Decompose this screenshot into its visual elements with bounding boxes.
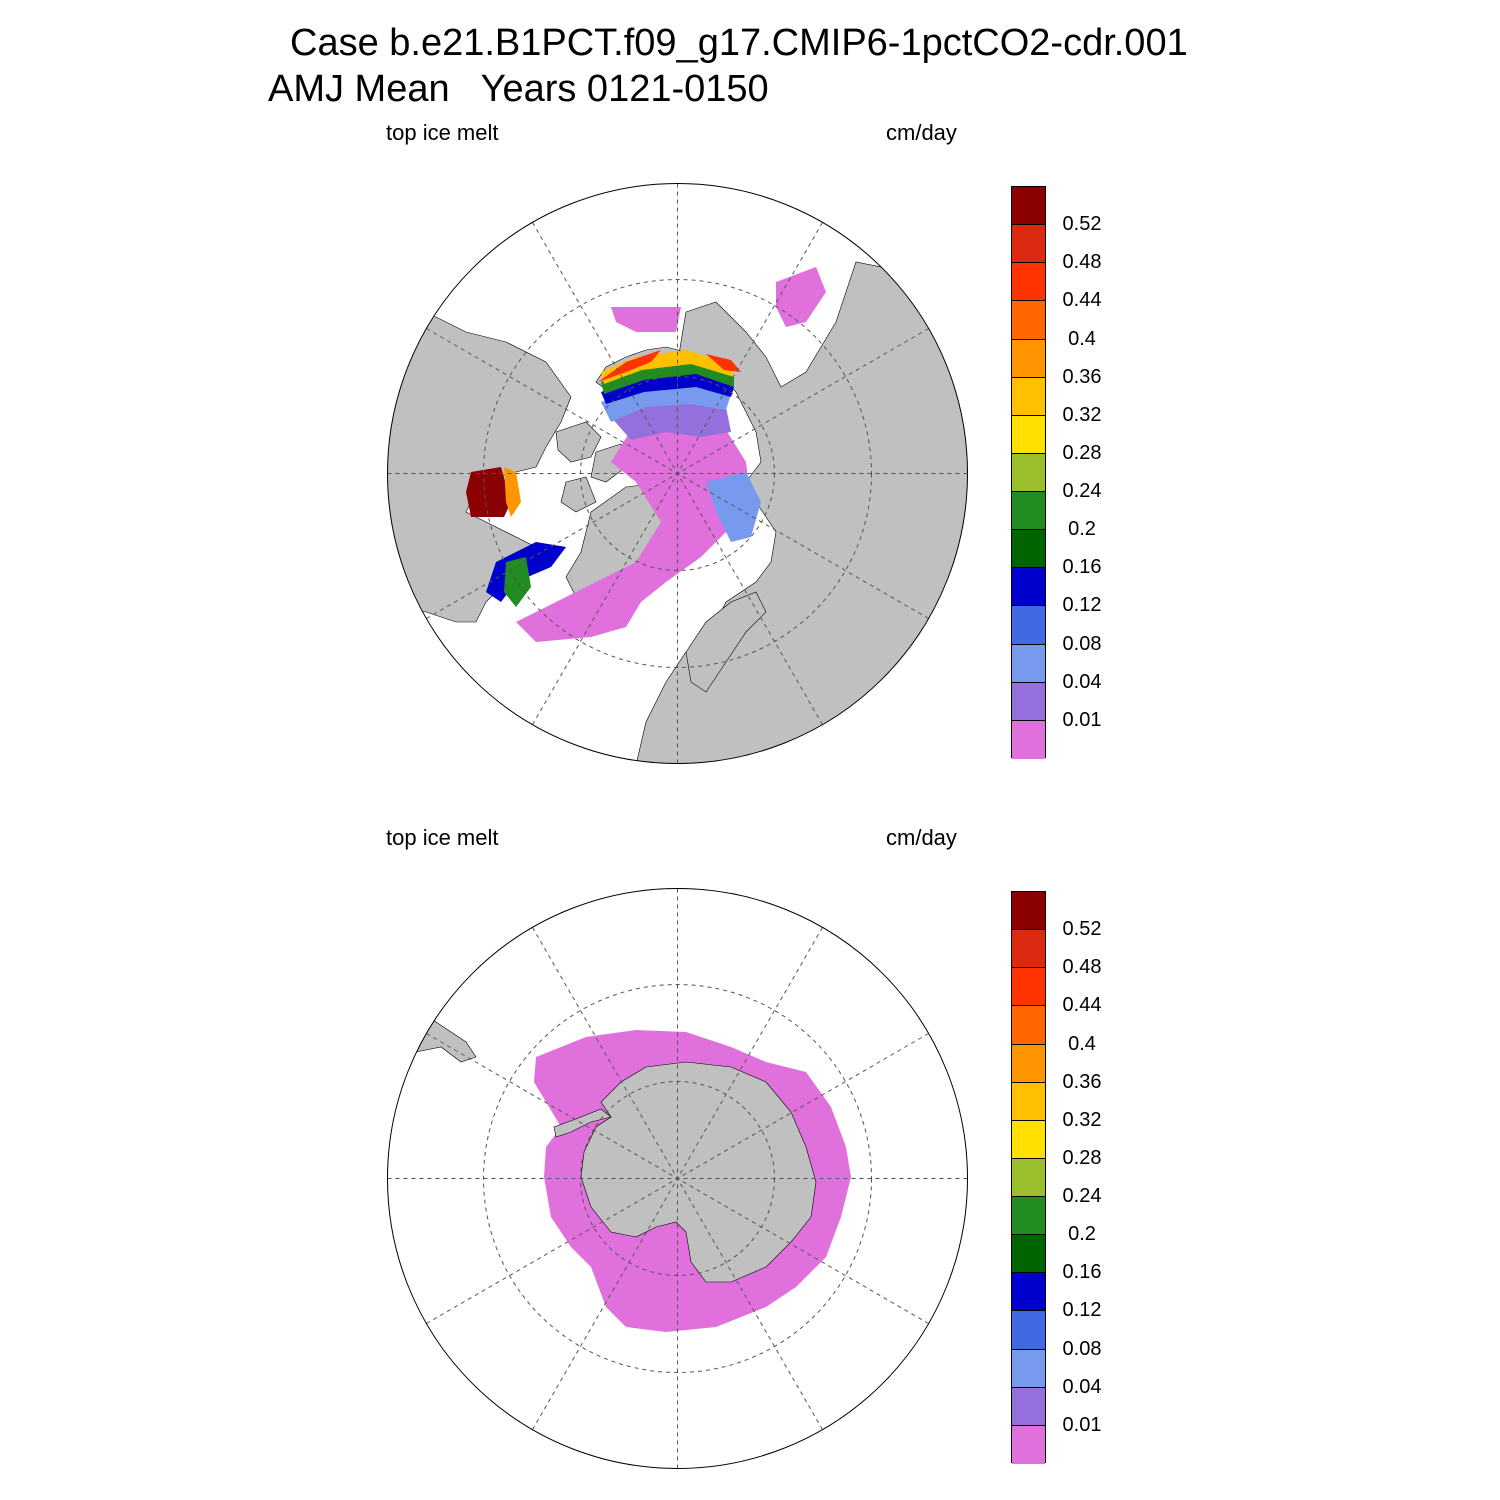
- melt-lightblue: [601, 382, 761, 542]
- north-colorbar: [1011, 186, 1046, 759]
- antarctic-peninsula-land: [553, 1108, 612, 1138]
- north-colorbar-tick-label: 0.36: [1062, 365, 1102, 388]
- north-colorbar-swatch: [1012, 568, 1045, 607]
- south-colorbar-swatch: [1012, 1311, 1045, 1350]
- south-colorbar-swatch: [1012, 1120, 1045, 1159]
- north-colorbar-tick-label: 0.2: [1068, 518, 1096, 541]
- south-colorbar-swatch: [1012, 1082, 1045, 1121]
- north-colorbar-swatch: [1012, 644, 1045, 683]
- north-colorbar-tick-label: 0.48: [1062, 251, 1102, 274]
- figure-title-line1: Case b.e21.B1PCT.f09_g17.CMIP6-1pctCO2-c…: [290, 22, 1188, 64]
- north-colorbar-tick-label: 0.32: [1062, 403, 1102, 426]
- south-colorbar-swatch: [1012, 968, 1045, 1007]
- archipelago-land: [555, 421, 627, 513]
- north-colorbar-swatch: [1012, 301, 1045, 340]
- south-colorbar-swatch: [1012, 892, 1045, 931]
- south-variable-label: top ice melt: [386, 825, 499, 850]
- melt-hudson-orange: [504, 467, 521, 517]
- south-map-border: [387, 888, 968, 1469]
- north-colorbar-tick-label: 0.01: [1062, 708, 1102, 731]
- north-colorbar-tick-label: 0.04: [1062, 670, 1102, 693]
- melt-green: [504, 362, 734, 607]
- south-colorbar-tick-label: 0.52: [1062, 918, 1102, 941]
- figure-title-line2: AMJ Mean Years 0121-0150: [268, 68, 769, 110]
- south-colorbar-swatch: [1012, 1349, 1045, 1388]
- south-polar-map: [386, 887, 969, 1470]
- south-colorbar-tick-label: 0.28: [1062, 1146, 1102, 1169]
- south-units-label: cm/day: [886, 825, 957, 850]
- south-colorbar-tick-label: 0.16: [1062, 1261, 1102, 1284]
- north-colorbar-tick-label: 0.4: [1068, 327, 1096, 350]
- south-colorbar-tick-label: 0.32: [1062, 1108, 1102, 1131]
- north-colorbar-swatch: [1012, 187, 1045, 226]
- south-colorbar-tick-label: 0.2: [1068, 1223, 1096, 1246]
- north-units-label: cm/day: [886, 120, 957, 145]
- south-colorbar-tick-label: 0.08: [1062, 1337, 1102, 1360]
- north-colorbar-swatch: [1012, 606, 1045, 645]
- south-colorbar: [1011, 891, 1046, 1464]
- north-colorbar-tick-label: 0.28: [1062, 441, 1102, 464]
- melt-blue: [486, 372, 734, 602]
- south-colorbar-tick-label: 0.04: [1062, 1375, 1102, 1398]
- north-colorbar-tick-label: 0.16: [1062, 556, 1102, 579]
- north-map-border: [387, 183, 968, 764]
- north-colorbar-swatch: [1012, 339, 1045, 378]
- south-colorbar-swatch: [1012, 1425, 1045, 1464]
- south-colorbar-tick-label: 0.48: [1062, 956, 1102, 979]
- north-colorbar-swatch: [1012, 377, 1045, 416]
- south-colorbar-tick-label: 0.01: [1062, 1413, 1102, 1436]
- melt-pink-central: [516, 410, 751, 642]
- south-colorbar-swatch: [1012, 1197, 1045, 1236]
- north-colorbar-swatch: [1012, 492, 1045, 531]
- north-colorbar-tick-label: 0.44: [1062, 289, 1102, 312]
- north-colorbar-tick-label: 0.24: [1062, 480, 1102, 503]
- north-colorbar-swatch: [1012, 263, 1045, 302]
- north-america-land: [387, 301, 572, 623]
- north-colorbar-swatch: [1012, 453, 1045, 492]
- melt-hudson-darkred: [466, 467, 511, 517]
- south-colorbar-swatch: [1012, 1044, 1045, 1083]
- south-colorbar-swatch: [1012, 1273, 1045, 1312]
- north-colorbar-swatch: [1012, 530, 1045, 569]
- south-colorbar-swatch: [1012, 1387, 1045, 1426]
- south-colorbar-tick-label: 0.24: [1062, 1185, 1102, 1208]
- south-colorbar-swatch: [1012, 930, 1045, 969]
- south-colorbar-swatch: [1012, 1158, 1045, 1197]
- south-colorbar-swatch: [1012, 1235, 1045, 1274]
- north-colorbar-tick-label: 0.12: [1062, 594, 1102, 617]
- south-colorbar-tick-label: 0.36: [1062, 1070, 1102, 1093]
- north-colorbar-swatch: [1012, 415, 1045, 454]
- south-graticule: [387, 888, 968, 1469]
- north-colorbar-tick-label: 0.08: [1062, 632, 1102, 655]
- melt-yellow-orange: [601, 350, 734, 384]
- eurasia-land: [595, 261, 968, 764]
- north-colorbar-swatch: [1012, 225, 1045, 264]
- south-colorbar-tick-label: 0.44: [1062, 994, 1102, 1017]
- north-colorbar-swatch: [1012, 682, 1045, 721]
- north-polar-map: [386, 182, 969, 765]
- melt-bering: [611, 307, 681, 332]
- north-colorbar-tick-label: 0.52: [1062, 213, 1102, 236]
- antarctica-land: [580, 1061, 817, 1283]
- scandinavia-land: [685, 591, 767, 693]
- south-colorbar-swatch: [1012, 1006, 1045, 1045]
- south-colorbar-tick-label: 0.4: [1068, 1032, 1096, 1055]
- melt-okhotsk: [776, 267, 826, 327]
- south-colorbar-tick-label: 0.12: [1062, 1299, 1102, 1322]
- north-graticule: [387, 183, 968, 764]
- north-colorbar-swatch: [1012, 720, 1045, 759]
- melt-red: [598, 350, 741, 382]
- north-variable-label: top ice melt: [386, 120, 499, 145]
